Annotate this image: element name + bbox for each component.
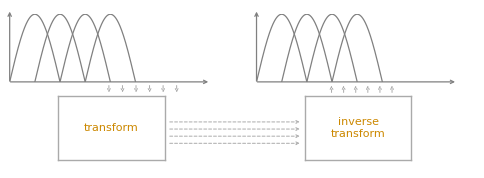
Text: inverse
transform: inverse transform <box>331 117 386 139</box>
Text: transform: transform <box>84 123 139 133</box>
